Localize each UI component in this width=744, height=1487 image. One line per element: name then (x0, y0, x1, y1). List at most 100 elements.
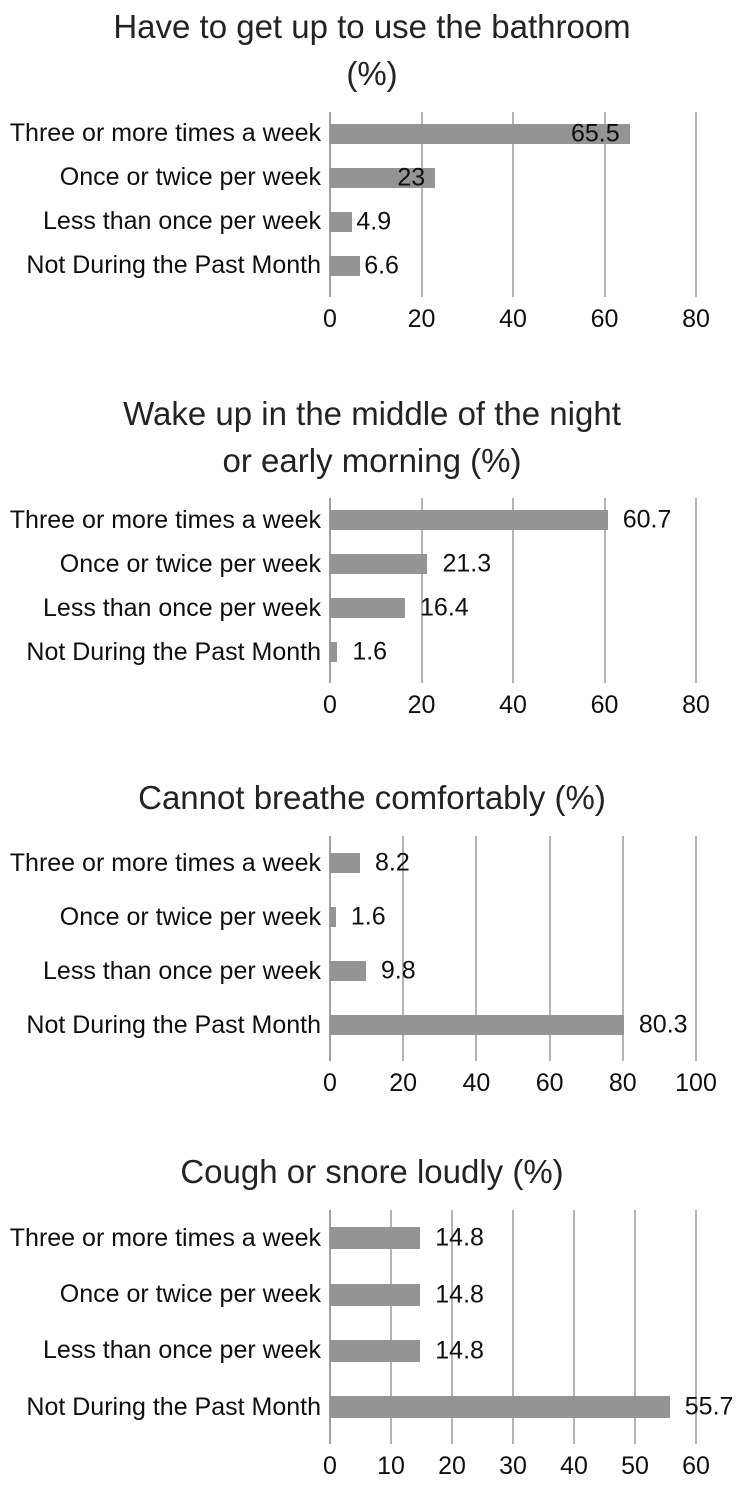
x-axis: 0 10 20 30 40 50 60 (323, 1448, 710, 1484)
value-label: 14.8 (435, 1336, 484, 1365)
y-axis-line (329, 1210, 331, 1445)
value-label: 80.3 (638, 1010, 688, 1039)
value-label: 1.6 (352, 637, 388, 666)
gridline (603, 498, 606, 684)
chart-plot-area: Three or more times a week Once or twice … (0, 111, 744, 297)
gridline (603, 111, 606, 297)
axis-tick-label: 60 (682, 1452, 710, 1481)
value-label: 14.8 (435, 1280, 484, 1309)
bar (330, 642, 338, 663)
gridline (451, 1210, 453, 1445)
gridline (475, 836, 478, 1062)
y-axis-line (329, 111, 331, 297)
bar-row: 14.8 (330, 1266, 696, 1322)
category-label: Once or twice per week (59, 549, 321, 578)
axis-tick-label: 0 (323, 1452, 337, 1481)
axis-tick-label: 100 (675, 1069, 717, 1098)
plot-grid: 8.2 1.6 9.8 80.3 (329, 836, 697, 1062)
gridline (512, 1210, 514, 1445)
value-label: 6.6 (364, 251, 399, 280)
axis-tick-label: 30 (499, 1452, 527, 1481)
value-label: 65.5 (570, 119, 620, 148)
bar-row: 14.8 (330, 1323, 696, 1379)
value-label: 1.6 (350, 902, 386, 931)
gridline (390, 1210, 392, 1445)
category-label: Three or more times a week (9, 1223, 321, 1252)
plot-grid: 14.8 14.8 14.8 55.7 (329, 1210, 733, 1445)
bar (330, 853, 360, 874)
axis-tick-label: 60 (535, 1069, 564, 1098)
value-label: 16.4 (420, 593, 469, 622)
axis-tick-label: 50 (621, 1452, 649, 1481)
category-label: Less than once per week (43, 956, 321, 985)
category-labels-column: Three or more times a week Once or twice … (0, 1210, 330, 1435)
gridline (548, 836, 551, 1062)
bar (330, 1396, 670, 1419)
chart-title: Have to get up to use the bathroom (%) (113, 8, 631, 92)
category-label: Not During the Past Month (26, 251, 321, 280)
plot-grid: 60.7 21.3 16.4 1.6 (329, 498, 697, 684)
x-axis: 0 20 40 60 80 (323, 687, 710, 723)
value-label: 14.8 (435, 1223, 484, 1252)
bar-row: 80.3 (330, 998, 696, 1052)
chart-wake-up-night: Wake up in the middle of the night or ea… (0, 391, 744, 724)
bar-row: 6.6 (330, 244, 696, 288)
bar-row: 14.8 (330, 1210, 696, 1266)
bar-row: 8.2 (330, 836, 696, 890)
bar-row: 4.9 (330, 200, 696, 244)
bar-row: 16.4 (330, 586, 696, 630)
axis-tick-label: 0 (323, 304, 337, 333)
gridline (573, 1210, 575, 1445)
category-label: Not During the Past Month (26, 1010, 321, 1039)
bar-row: 23 (330, 156, 696, 200)
bar (330, 255, 361, 276)
bar (330, 510, 608, 531)
value-label: 55.7 (684, 1392, 734, 1421)
bar (330, 598, 406, 619)
chart-plot-area: Three or more times a week Once or twice … (0, 498, 744, 684)
gridline (402, 836, 405, 1062)
bar (330, 167, 436, 188)
figure-four-bar-charts: Have to get up to use the bathroom (%) T… (0, 4, 744, 1484)
bar-row: 21.3 (330, 542, 696, 586)
axis-tick-label: 10 (377, 1452, 405, 1481)
axis-tick-label: 0 (323, 691, 337, 720)
axis-tick-label: 40 (560, 1452, 588, 1481)
plot-grid: 65.5 23 4.9 6.6 (329, 111, 697, 297)
gridline (695, 498, 697, 684)
axis-tick-label: 0 (323, 1069, 337, 1098)
bar (330, 961, 366, 982)
chart-title: Cough or snore loudly (%) (180, 1153, 564, 1191)
axis-tick-label: 60 (590, 691, 619, 720)
y-axis-line (329, 498, 331, 684)
category-label: Not During the Past Month (26, 1392, 321, 1421)
bar (330, 554, 428, 575)
bar (330, 1283, 421, 1306)
bar-row: 9.8 (330, 944, 696, 998)
chart-get-up-bathroom: Have to get up to use the bathroom (%) T… (0, 4, 744, 337)
bar (330, 1015, 624, 1036)
category-label: Once or twice per week (59, 163, 321, 192)
category-labels-column: Three or more times a week Once or twice … (0, 498, 330, 674)
category-labels-column: Three or more times a week Once or twice … (0, 836, 330, 1052)
gridline (512, 498, 514, 684)
gridline (621, 836, 624, 1062)
chart-title: Wake up in the middle of the night or ea… (123, 394, 621, 479)
category-label: Three or more times a week (9, 505, 321, 534)
value-label: 4.9 (356, 207, 392, 236)
gridline (695, 836, 697, 1062)
axis-tick-label: 60 (590, 304, 619, 333)
bar-row: 65.5 (330, 112, 696, 156)
axis-tick-label: 80 (682, 304, 710, 333)
value-label: 21.3 (442, 549, 492, 578)
chart-plot-area: Three or more times a week Once or twice … (0, 836, 744, 1062)
value-label: 8.2 (375, 848, 410, 877)
gridline (634, 1210, 636, 1445)
x-axis: 0 20 40 60 80 (323, 301, 710, 337)
chart-title: Cannot breathe comfortably (%) (138, 779, 606, 817)
category-labels-column: Three or more times a week Once or twice … (0, 112, 330, 288)
gridline (695, 1210, 697, 1445)
y-axis-line (329, 836, 331, 1062)
value-label: 60.7 (622, 505, 672, 534)
axis-tick-label: 20 (438, 1452, 466, 1481)
